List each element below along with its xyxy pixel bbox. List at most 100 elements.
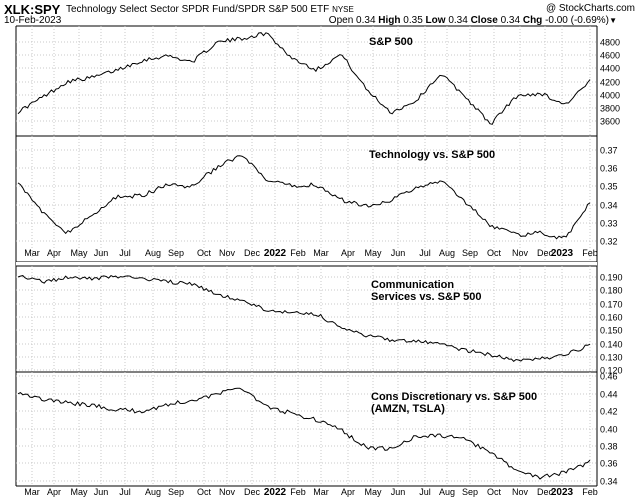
x-tick-label: Nov	[512, 248, 529, 258]
high-value: 0.35	[403, 15, 423, 26]
panel-title: Technology vs. S&P 500	[369, 149, 495, 161]
chg-label: Chg	[522, 15, 543, 26]
panel-title: Services vs. S&P 500	[371, 291, 482, 303]
x-tick-label: Oct	[197, 487, 212, 497]
y-tick-label: 3800	[600, 104, 620, 114]
chg-value: -0.00 (-0.69%)	[545, 15, 609, 26]
x-tick-label: Aug	[145, 487, 161, 497]
ohlc-readout: Open 0.34 High 0.35 Low 0.34 Close 0.34 …	[329, 15, 609, 26]
y-tick-label: 0.38	[600, 442, 618, 452]
x-tick-label: Aug	[439, 248, 455, 258]
series-line	[17, 155, 591, 240]
y-tick-label: 0.32	[600, 237, 618, 247]
y-tick-label: 4400	[600, 64, 620, 74]
x-tick-label: May	[364, 248, 382, 258]
open-label: Open	[328, 15, 354, 26]
x-tick-label: Nov	[219, 487, 236, 497]
y-tick-label: 0.40	[600, 425, 618, 435]
x-tick-label: Dec	[537, 487, 554, 497]
x-tick-label: Mar	[313, 487, 329, 497]
low-label: Low	[425, 15, 446, 26]
x-tick-label: Feb	[290, 248, 306, 258]
x-tick-label: Feb	[290, 487, 306, 497]
x-tick-label: Mar	[24, 487, 40, 497]
panel-title: S&P 500	[369, 36, 413, 48]
x-tick-label: Mar	[24, 248, 40, 258]
x-tick-label: 2022	[264, 248, 287, 259]
chart-date: 10-Feb-2023	[4, 15, 62, 26]
x-tick-label: Sep	[168, 248, 184, 258]
y-tick-label: 0.42	[600, 407, 618, 417]
x-tick-label: May	[70, 248, 88, 258]
x-tick-label: Oct	[487, 487, 502, 497]
x-tick-label: Aug	[439, 487, 455, 497]
y-tick-label: 0.46	[600, 372, 618, 382]
x-tick-label: Sep	[168, 487, 184, 497]
y-tick-label: 0.180	[600, 286, 623, 296]
x-tick-label: Jul	[119, 487, 131, 497]
y-tick-label: 0.150	[600, 326, 623, 336]
x-tick-label: Apr	[47, 487, 61, 497]
x-tick-label: Oct	[487, 248, 502, 258]
series-line	[17, 274, 591, 362]
y-tick-label: 0.36	[600, 164, 618, 174]
x-tick-label: Sep	[462, 487, 478, 497]
low-value: 0.34	[448, 15, 468, 26]
x-tick-label: Apr	[47, 248, 61, 258]
x-tick-label: Jun	[391, 248, 406, 258]
x-tick-label: May	[364, 487, 382, 497]
y-tick-label: 0.130	[600, 353, 623, 363]
x-tick-label: Jun	[94, 487, 109, 497]
y-tick-label: 4800	[600, 38, 620, 48]
axis-gap	[16, 262, 597, 266]
x-tick-label: Apr	[341, 248, 355, 258]
y-tick-label: 0.35	[600, 182, 618, 192]
x-tick-label: Nov	[512, 487, 529, 497]
y-tick-label: 0.34	[600, 201, 618, 211]
x-tick-label: Dec	[244, 487, 261, 497]
x-tick-label: Jul	[419, 487, 431, 497]
chart-description: Technology Select Sector SPDR Fund/SPDR …	[66, 4, 354, 15]
x-tick-label: Dec	[244, 248, 261, 258]
x-tick-label: Oct	[197, 248, 212, 258]
high-label: High	[378, 15, 401, 26]
y-tick-label: 0.120	[600, 366, 623, 376]
x-tick-label: Feb	[582, 487, 598, 497]
x-tick-label: Jul	[119, 248, 131, 258]
y-tick-label: 4000	[600, 91, 620, 101]
y-tick-label: 0.36	[600, 459, 618, 469]
y-tick-label: 3600	[600, 117, 620, 127]
chart-symbol: XLK:SPY	[4, 2, 61, 17]
exchange-label: NYSE	[332, 5, 354, 14]
series-line	[17, 32, 591, 125]
y-tick-label: 0.37	[600, 146, 618, 156]
x-tick-label: Nov	[219, 248, 236, 258]
x-tick-label: 2022	[264, 487, 287, 498]
y-tick-label: 0.190	[600, 273, 623, 283]
series-line	[17, 387, 591, 480]
panel-title: Communication	[371, 279, 454, 291]
x-tick-label: 2023	[551, 487, 574, 498]
x-tick-label: Aug	[145, 248, 161, 258]
y-tick-label: 0.34	[600, 477, 618, 487]
x-tick-label: Dec	[537, 248, 554, 258]
x-tick-label: Mar	[313, 248, 329, 258]
y-tick-label: 4200	[600, 78, 620, 88]
dropdown-arrow-icon[interactable]: ▼	[609, 16, 617, 25]
x-tick-label: Apr	[341, 487, 355, 497]
x-tick-label: Jun	[391, 487, 406, 497]
open-value: 0.34	[356, 15, 376, 26]
panel-title: (AMZN, TSLA)	[371, 403, 445, 415]
source-credit: @ StockCharts.com	[545, 3, 635, 14]
x-tick-label: Sep	[462, 248, 478, 258]
y-tick-label: 0.170	[600, 300, 623, 310]
y-tick-label: 0.44	[600, 390, 618, 400]
close-label: Close	[470, 15, 498, 26]
x-tick-label: 2023	[551, 248, 574, 259]
y-tick-label: 0.160	[600, 313, 623, 323]
y-tick-label: 0.33	[600, 219, 618, 229]
x-tick-label: May	[70, 487, 88, 497]
panel-title: Cons Discretionary vs. S&P 500	[371, 391, 537, 403]
x-tick-label: Jul	[419, 248, 431, 258]
